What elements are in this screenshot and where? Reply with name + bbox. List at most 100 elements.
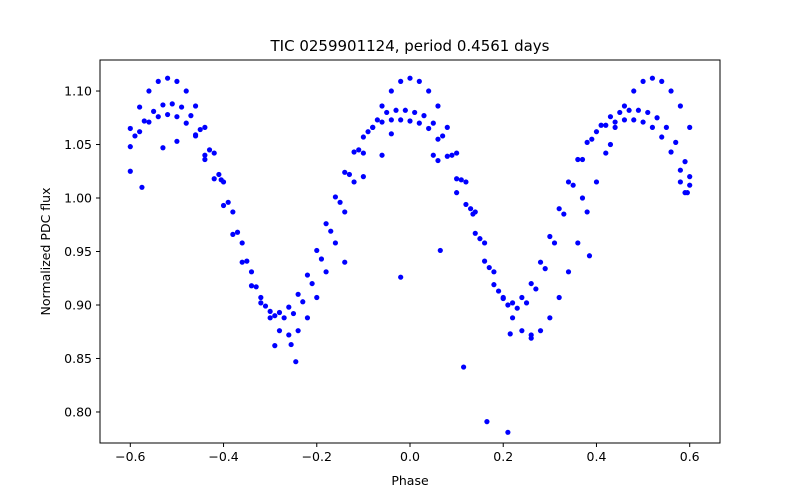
data-point [584, 209, 590, 215]
data-point [677, 103, 683, 109]
data-point [183, 88, 189, 94]
data-point [617, 109, 623, 116]
data-point [323, 221, 329, 227]
y-tick-label: 1.00 [64, 191, 92, 206]
data-point [295, 291, 301, 297]
data-point [286, 304, 292, 310]
data-point [649, 75, 656, 81]
data-point [640, 119, 646, 125]
data-point [505, 302, 511, 308]
data-point [337, 199, 343, 205]
data-point [370, 124, 376, 130]
data-point [537, 328, 544, 334]
data-point [248, 269, 255, 275]
data-point [461, 364, 467, 370]
data-point [360, 134, 366, 140]
data-point [444, 124, 450, 130]
data-point [342, 209, 348, 215]
data-point [220, 202, 227, 209]
x-axis-label: Phase [391, 473, 429, 488]
data-point [230, 231, 236, 237]
data-point [393, 107, 399, 113]
data-point [379, 119, 385, 125]
data-point [481, 258, 488, 264]
data-point [556, 206, 562, 212]
y-tick-label: 1.10 [64, 84, 92, 99]
data-point [239, 240, 245, 246]
data-point [276, 309, 283, 316]
data-point [356, 147, 362, 153]
data-point [146, 119, 152, 125]
data-point [286, 332, 292, 338]
data-point [216, 171, 222, 178]
data-point [407, 118, 413, 124]
data-point [151, 108, 157, 114]
data-point [470, 211, 476, 217]
data-point [192, 132, 199, 138]
data-point [202, 156, 208, 163]
data-point [523, 300, 530, 306]
data-point [607, 114, 614, 120]
data-point [183, 120, 189, 126]
data-point [687, 174, 693, 180]
data-point [528, 335, 534, 341]
chart-title: TIC 0259901124, period 0.4561 days [269, 37, 549, 55]
data-point [304, 272, 311, 278]
data-point [360, 174, 366, 180]
data-point [155, 78, 161, 84]
data-point [160, 102, 166, 108]
data-point [248, 283, 255, 289]
data-point [509, 300, 516, 306]
x-tick-label: −0.4 [208, 449, 238, 464]
data-point [519, 294, 525, 301]
data-point [384, 109, 390, 116]
data-point [584, 139, 590, 145]
data-point [412, 109, 418, 116]
data-point [416, 120, 422, 126]
data-point [561, 211, 567, 217]
data-point [137, 104, 143, 110]
y-tick-label: 0.90 [64, 297, 92, 312]
data-point [379, 152, 385, 158]
data-point [463, 179, 469, 185]
data-point [379, 103, 385, 109]
data-point [218, 177, 224, 183]
data-point [402, 107, 408, 113]
x-tick-label: 0.4 [587, 449, 607, 464]
data-point [435, 157, 441, 164]
plot-frame [99, 59, 721, 444]
data-point [440, 133, 446, 139]
data-point [570, 182, 576, 188]
data-point [437, 247, 443, 254]
data-point [258, 300, 264, 306]
data-point [668, 149, 674, 155]
data-point [276, 328, 283, 334]
data-point [346, 171, 352, 178]
data-point [309, 280, 315, 287]
x-tick-label: −0.2 [302, 449, 332, 464]
data-point [388, 131, 394, 137]
data-point [589, 136, 595, 142]
data-point [388, 117, 394, 123]
data-point [684, 190, 690, 196]
data-point [458, 177, 464, 183]
data-point [435, 103, 441, 109]
data-point [234, 229, 241, 235]
data-point [533, 286, 539, 292]
data-point [435, 136, 441, 142]
data-point [500, 295, 506, 302]
data-point [139, 184, 145, 190]
data-point [631, 117, 637, 123]
data-point [239, 259, 245, 265]
data-point [127, 144, 133, 150]
data-point [178, 104, 185, 110]
data-point [586, 253, 593, 259]
data-point [481, 240, 488, 246]
data-point [132, 133, 138, 139]
data-point [491, 282, 497, 288]
data-point [211, 150, 217, 156]
data-point [160, 145, 166, 151]
data-point [687, 182, 693, 188]
data-point [607, 141, 614, 148]
